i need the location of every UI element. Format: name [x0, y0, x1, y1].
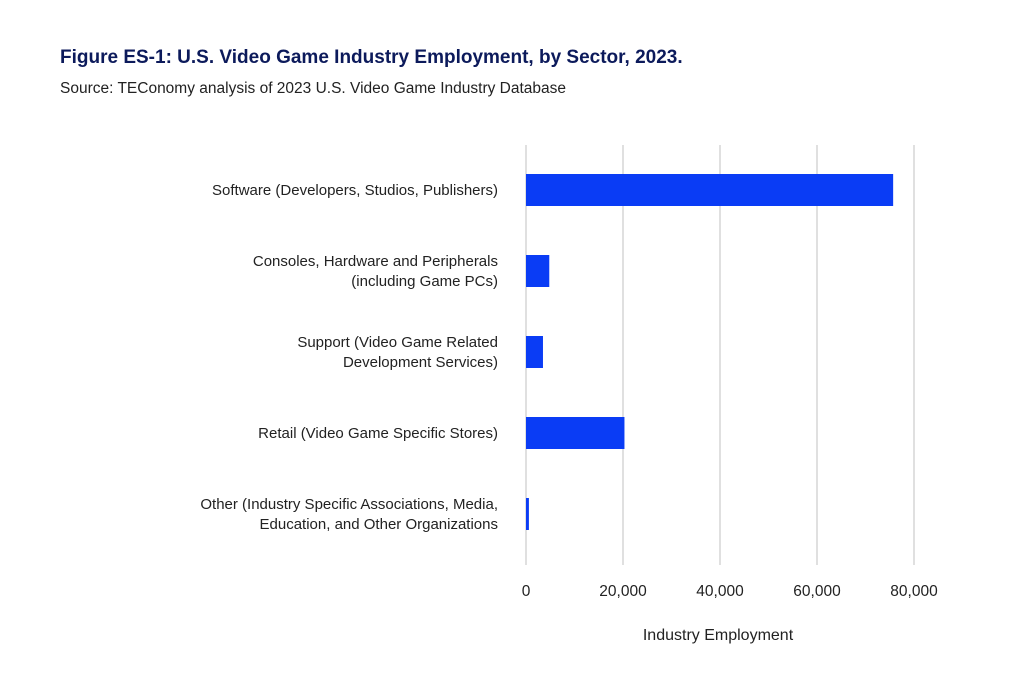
category-labels: Software (Developers, Studios, Publisher…: [200, 182, 498, 533]
bar: [526, 174, 894, 206]
category-label: Support (Video Game Related Development S…: [297, 334, 498, 371]
category-label-line: Consoles, Hardware and Peripherals: [253, 253, 498, 270]
category-label: Retail (Video Game Specific Stores): [258, 425, 498, 442]
category-label: Software (Developers, Studios, Publisher…: [212, 182, 498, 199]
category-label-line: Development Services): [343, 354, 498, 371]
x-tick-label: 20,000: [599, 583, 647, 600]
bars: [526, 174, 894, 530]
category-label: Other (Industry Specific Associations, M…: [200, 496, 498, 533]
bar: [526, 417, 625, 449]
category-label-line: Other (Industry Specific Associations, M…: [200, 496, 498, 513]
chart-title: Figure ES-1: U.S. Video Game Industry Em…: [60, 47, 683, 68]
x-tick-label: 40,000: [696, 583, 744, 600]
x-tick-labels: 0 20,000 40,000 60,000 80,000: [522, 583, 938, 600]
bar: [526, 255, 550, 287]
bar: [526, 336, 543, 368]
x-tick-label: 0: [522, 583, 531, 600]
category-label-line: Retail (Video Game Specific Stores): [258, 425, 498, 442]
x-tick-label: 60,000: [793, 583, 841, 600]
category-label-line: (including Game PCs): [351, 273, 498, 290]
x-tick-label: 80,000: [890, 583, 938, 600]
chart-subtitle: Source: TEConomy analysis of 2023 U.S. V…: [60, 80, 567, 97]
category-label: Consoles, Hardware and Peripherals (inclu…: [253, 253, 498, 290]
gridlines: [525, 145, 915, 565]
x-axis-title: Industry Employment: [643, 627, 794, 644]
category-label-line: Education, and Other Organizations: [260, 516, 498, 533]
bar: [526, 498, 529, 530]
category-label-line: Software (Developers, Studios, Publisher…: [212, 182, 498, 199]
category-label-line: Support (Video Game Related: [297, 334, 498, 351]
